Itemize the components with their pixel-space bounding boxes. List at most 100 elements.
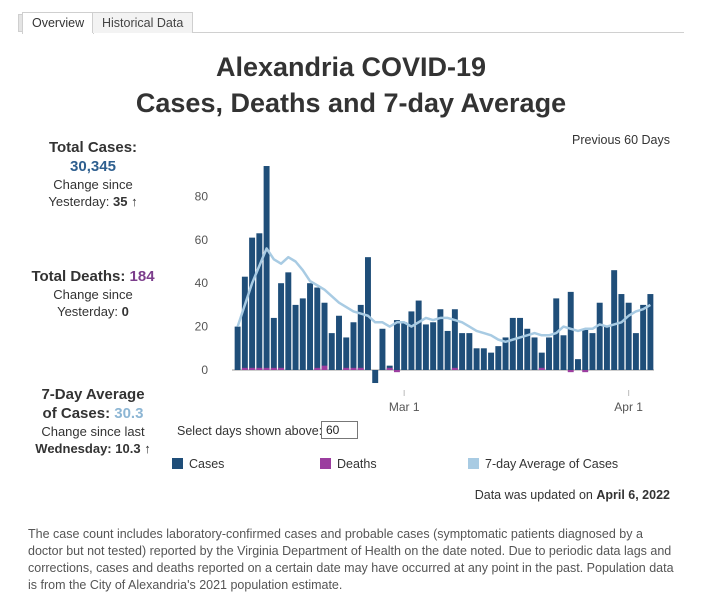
cases-change-label-2: Yesterday: — [48, 194, 110, 209]
cases-bar — [278, 283, 285, 370]
average-change-label: Change since last — [41, 424, 145, 439]
cases-bar — [531, 337, 538, 370]
updated-date: April 6, 2022 — [596, 488, 670, 502]
total-deaths-block: Total Deaths: 184 Change since Yesterday… — [20, 267, 166, 320]
deaths-bar — [270, 367, 277, 370]
deaths-bar — [314, 367, 321, 370]
cases-bar — [437, 309, 444, 370]
deaths-change-label-2: Yesterday: — [57, 304, 119, 319]
deaths-bar — [451, 367, 458, 370]
date-range-label: Previous 60 Days — [572, 133, 670, 147]
average-change-value: 10.3 — [115, 441, 141, 456]
cases-bar — [401, 322, 408, 370]
y-tick-label: 60 — [195, 233, 209, 247]
deaths-bar — [249, 367, 256, 370]
cases-bar — [625, 302, 632, 370]
deaths-bar — [357, 367, 364, 370]
cases-change-value: 35 — [112, 194, 128, 209]
data-updated-note: Data was updated on April 6, 2022 — [475, 488, 670, 502]
y-tick-label: 20 — [195, 320, 209, 334]
deaths-bar — [567, 370, 574, 373]
cases-bar — [299, 298, 306, 370]
cases-bar — [241, 276, 248, 370]
average-line — [236, 247, 652, 344]
cases-bar — [495, 346, 502, 370]
cases-bar — [328, 333, 335, 370]
average-row: of Cases: 30.3 — [20, 404, 166, 423]
cases-bar — [575, 359, 581, 370]
arrow-up-icon: ↑ — [144, 441, 151, 456]
cases-bar — [473, 348, 480, 370]
days-shown-input[interactable] — [321, 421, 358, 439]
cases-bar — [422, 324, 429, 370]
cases-deaths-chart[interactable]: 0 20 40 60 80 Mar 1 Apr 1 — [172, 160, 682, 420]
x-tick-label: Mar 1 — [389, 400, 420, 414]
cases-bar — [459, 333, 466, 370]
page-title-line-1: Alexandria COVID-19 — [215, 52, 487, 82]
cases-bar — [270, 317, 277, 370]
cases-swatch — [172, 458, 183, 469]
cases-bar — [372, 370, 379, 384]
cases-bar — [321, 302, 328, 370]
legend-item-cases[interactable]: Cases — [172, 457, 224, 471]
total-deaths-label: Total Deaths: — [31, 268, 126, 285]
cases-bar — [538, 352, 545, 370]
deaths-bar — [241, 367, 248, 370]
cases-bar — [256, 233, 263, 370]
average-label-1: 7-Day Average — [41, 386, 145, 403]
tab-strip-edge — [18, 14, 22, 32]
tab-historical-data[interactable]: Historical Data — [92, 12, 194, 33]
cases-bar — [408, 311, 415, 370]
cases-bar — [567, 291, 574, 370]
cases-bar — [509, 317, 516, 370]
seven-day-average-block: 7-Day Average of Cases: 30.3 Change sinc… — [20, 385, 166, 457]
cases-bar — [350, 322, 357, 370]
cases-bar — [234, 326, 241, 370]
cases-bar — [488, 352, 495, 370]
deaths-bar — [538, 367, 545, 370]
legend-item-deaths[interactable]: Deaths — [320, 457, 377, 471]
deaths-change-label: Change since — [53, 287, 133, 302]
legend-cases-label: Cases — [189, 457, 225, 471]
legend-item-average[interactable]: 7-day Average of Cases — [468, 457, 618, 471]
cases-bar — [263, 166, 270, 370]
cases-bar — [647, 294, 654, 370]
cases-bar — [560, 335, 567, 370]
y-tick-label: 40 — [195, 276, 209, 290]
deaths-bar — [393, 370, 400, 373]
average-value: 30.3 — [114, 405, 144, 422]
cases-bar — [451, 309, 458, 370]
cases-bar — [582, 328, 589, 370]
cases-bar — [415, 300, 422, 370]
cases-bar — [292, 304, 299, 370]
cases-bar — [285, 272, 292, 370]
cases-change-row: Yesterday: 35 ↑ — [28, 193, 158, 210]
cases-bar — [365, 257, 371, 370]
deaths-bar — [256, 367, 263, 370]
cases-bar — [546, 337, 552, 370]
cases-bar — [480, 348, 487, 370]
arrow-up-icon: ↑ — [131, 194, 138, 209]
tab-overview[interactable]: Overview — [22, 12, 95, 34]
legend-average-label: 7-day Average of Cases — [485, 457, 619, 471]
tab-bar: Overview Historical Data — [22, 12, 684, 34]
deaths-bar — [386, 367, 393, 370]
cases-change-label: Change since — [53, 177, 133, 192]
cases-bar — [640, 304, 647, 370]
cases-bar — [632, 333, 639, 370]
cases-bar — [502, 337, 509, 370]
deaths-bar — [321, 365, 328, 370]
total-deaths-row: Total Deaths: 184 — [20, 267, 166, 286]
footnote: The case count includes laboratory-confi… — [28, 527, 674, 592]
x-tick-label: Apr 1 — [614, 400, 643, 414]
deaths-change-row: Yesterday: 0 — [20, 303, 166, 320]
cases-bar — [603, 326, 610, 370]
cases-bar — [596, 302, 603, 370]
cases-bar — [357, 304, 364, 370]
total-deaths-value: 184 — [129, 268, 155, 285]
average-change-label-2: Wednesday: — [35, 441, 112, 456]
cases-bar — [524, 328, 531, 370]
cases-bar — [314, 287, 321, 370]
deaths-bar — [350, 367, 357, 370]
average-label-2: of Cases: — [42, 405, 111, 422]
